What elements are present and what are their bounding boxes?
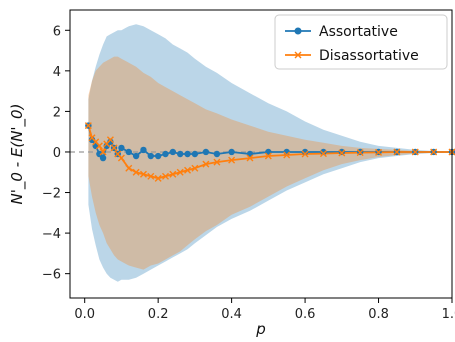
marker-disassortative: [283, 151, 291, 159]
marker-assortative: [320, 148, 327, 156]
marker-disassortative: [154, 174, 162, 182]
marker-disassortative: [110, 144, 118, 152]
y-axis-label: N'_0 - E(N'_0): [8, 104, 27, 205]
marker-disassortative: [176, 168, 184, 176]
x-tick-label: 0.0: [74, 307, 95, 322]
marker-disassortative: [202, 160, 210, 168]
axes: [69, 9, 453, 299]
marker-assortative: [88, 136, 96, 144]
marker-assortative: [202, 148, 210, 156]
y-tick-label: −4: [42, 227, 61, 242]
marker-disassortative: [213, 158, 221, 166]
marker-disassortative: [393, 148, 401, 156]
marker-assortative: [132, 152, 140, 160]
marker-assortative: [118, 144, 125, 152]
marker-disassortative: [106, 136, 114, 144]
marker-disassortative: [264, 152, 272, 160]
marker-disassortative: [117, 154, 125, 162]
legend-marker: [294, 51, 302, 59]
ticks: 0.0 0.2 0.4 0.6 0.8 1.0 6 4 2 0 −2 −4 −6: [42, 24, 455, 322]
marker-disassortative: [162, 172, 169, 180]
marker-disassortative: [228, 156, 236, 164]
marker-disassortative: [375, 148, 383, 156]
plot-frame: [69, 9, 453, 299]
marker-disassortative: [184, 166, 192, 174]
marker-disassortative: [95, 142, 103, 150]
marker-disassortative: [411, 148, 419, 156]
marker-disassortative: [169, 170, 177, 178]
legend: Assortative Disassortative: [274, 14, 448, 70]
x-tick-label: 1.0: [442, 307, 455, 322]
marker-disassortative: [147, 172, 155, 180]
band-disassortative: [88, 56, 453, 270]
marker-disassortative: [301, 150, 309, 158]
x-axis-label: p: [255, 320, 266, 338]
marker-assortative: [176, 150, 184, 158]
marker-disassortative: [132, 168, 140, 176]
marker-disassortative: [125, 164, 133, 172]
marker-assortative: [213, 150, 221, 158]
marker-assortative: [338, 148, 346, 156]
marker-disassortative: [191, 164, 199, 172]
legend-item: Disassortative: [285, 48, 419, 64]
marker-assortative: [191, 150, 199, 158]
marker-disassortative: [84, 122, 92, 130]
marker-assortative: [96, 150, 103, 158]
legend-marker: [294, 27, 302, 35]
marker-disassortative: [246, 154, 254, 162]
legend-box: [274, 14, 448, 70]
x-tick-label: 0.4: [221, 307, 242, 322]
marker-disassortative: [99, 148, 107, 156]
y-tick-label: 4: [53, 65, 61, 80]
marker-assortative: [107, 138, 114, 146]
marker-disassortative: [356, 149, 364, 157]
series-markers: [84, 122, 455, 182]
marker-assortative: [147, 152, 155, 160]
marker-disassortative: [338, 149, 346, 157]
marker-disassortative: [319, 150, 327, 158]
marker-assortative: [301, 148, 309, 156]
x-tick-label: 0.6: [295, 307, 316, 322]
y-tick-label: 2: [53, 105, 61, 120]
marker-assortative: [154, 152, 162, 160]
y-tick-label: 0: [53, 146, 61, 161]
y-tick-label: −2: [42, 187, 61, 202]
marker-assortative: [103, 142, 110, 150]
y-tick-label: 6: [53, 24, 61, 39]
x-tick-label: 0.2: [148, 307, 169, 322]
marker-assortative: [184, 150, 191, 158]
marker-assortative: [162, 150, 169, 158]
legend-label: Disassortative: [319, 48, 419, 64]
marker-disassortative: [430, 148, 438, 156]
legend-item: Assortative: [285, 24, 398, 40]
marker-assortative: [125, 148, 132, 156]
marker-disassortative: [139, 170, 147, 178]
legend-label: Assortative: [319, 24, 398, 40]
x-tick-label: 0.8: [368, 307, 389, 322]
marker-assortative: [169, 148, 177, 156]
marker-assortative: [140, 146, 147, 154]
y-tick-label: −6: [42, 268, 61, 283]
marker-assortative: [228, 148, 235, 156]
marker-assortative: [99, 154, 107, 162]
